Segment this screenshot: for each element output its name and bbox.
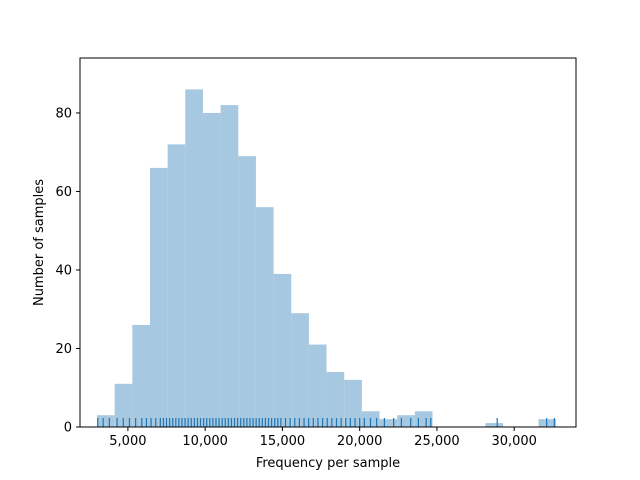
histogram-bar-20 [538,419,557,427]
histogram-bar-9 [255,207,274,427]
y-axis-title: Number of samples [32,179,47,306]
histogram-bar-13 [326,372,345,427]
histogram-bar-12 [308,344,327,427]
histogram-bar-1 [114,383,133,427]
x-tick-label-5: 30,000 [491,434,537,449]
y-axis-ticks: 0 20 40 60 80 [55,106,80,436]
x-tick-label-1: 10,000 [182,434,228,449]
y-tick-label-3: 60 [55,185,72,200]
histogram-bar-3 [149,167,168,427]
x-tick-label-3: 20,000 [337,434,383,449]
histogram-bar-5 [185,89,203,427]
histogram-bar-2 [132,324,150,427]
x-axis-title: Frequency per sample [256,456,400,471]
histogram-bar-19 [485,423,504,427]
histogram-bar-17 [397,415,415,427]
x-axis-ticks: 5,000 10,000 15,000 20,000 25,000 30,000 [109,427,537,449]
histogram-bar-8 [238,156,256,427]
histogram-bar-16 [379,419,398,427]
rug-marks [97,418,555,427]
histogram-bars [96,89,557,428]
x-tick-label-4: 25,000 [414,434,460,449]
histogram-bar-18 [414,411,433,427]
histogram-bar-7 [220,105,239,427]
y-tick-label-4: 80 [55,106,72,121]
x-tick-label-2: 15,000 [260,434,306,449]
histogram-bar-14 [344,379,362,427]
histogram-bar-11 [291,313,309,427]
y-tick-label-0: 0 [64,421,72,436]
y-tick-label-1: 20 [55,342,72,357]
y-tick-label-2: 40 [55,263,72,278]
plot-frame [79,57,577,428]
histogram-bar-10 [273,273,292,427]
histogram-bar-4 [167,144,186,428]
x-tick-label-0: 5,000 [109,434,146,449]
histogram-bar-6 [202,112,221,427]
histogram-bar-0 [96,415,115,427]
